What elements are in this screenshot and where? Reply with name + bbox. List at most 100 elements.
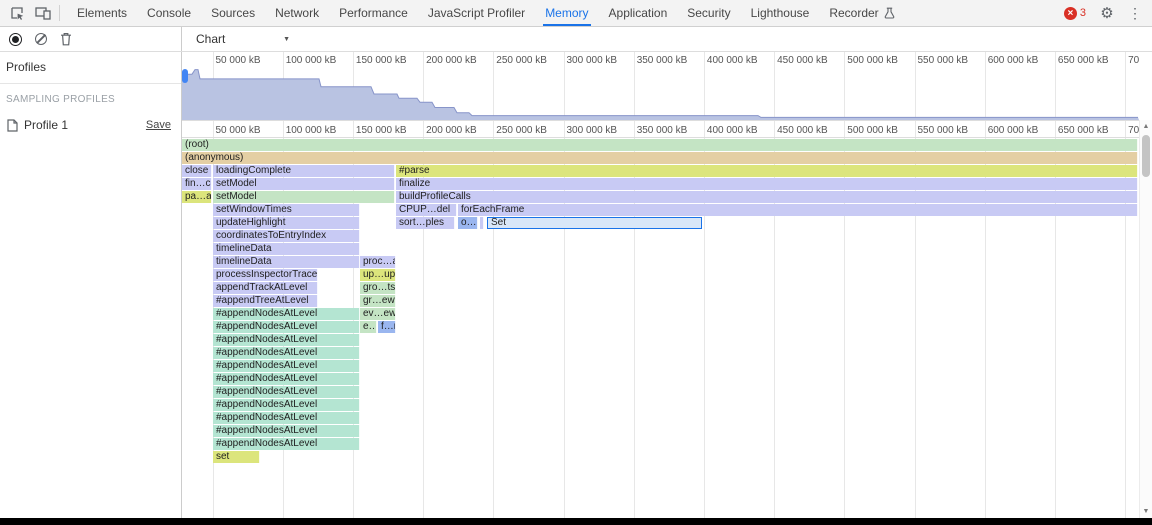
flame-frame[interactable]: sort…ples — [396, 217, 455, 229]
experiment-flask-icon — [884, 7, 895, 19]
ruler-label: 300 000 kB — [566, 55, 618, 66]
flame-frame[interactable]: fin…ce — [182, 178, 212, 190]
tab-recorder[interactable]: Recorder — [819, 0, 904, 26]
flame-frame[interactable]: #appendNodesAtLevel — [213, 360, 360, 372]
flame-frame[interactable]: timelineData — [213, 256, 360, 268]
tab-label: Performance — [339, 6, 408, 20]
tab-security[interactable]: Security — [677, 0, 740, 26]
flame-frame[interactable]: set — [213, 451, 260, 463]
flame-frame[interactable]: #appendNodesAtLevel — [213, 321, 360, 333]
flame-frame[interactable]: #appendNodesAtLevel — [213, 386, 360, 398]
tab-label: JavaScript Profiler — [427, 6, 526, 20]
flame-frame[interactable]: processInspectorTrace — [213, 269, 318, 281]
tab-console[interactable]: Console — [137, 0, 201, 26]
flame-frame[interactable]: e… — [360, 321, 377, 333]
tab-label: Lighthouse — [750, 6, 810, 20]
flame-frame[interactable]: #appendNodesAtLevel — [213, 399, 360, 411]
devtools-tabbar: Elements Console Sources Network Performance… — [0, 0, 1152, 27]
tab-memory[interactable]: Memory — [535, 0, 598, 26]
delete-profile-button[interactable] — [60, 28, 72, 50]
flame-frame[interactable]: ev…ew — [360, 308, 396, 320]
grid-line — [984, 52, 986, 518]
flame-frame[interactable]: timelineData — [213, 243, 360, 255]
flame-frame[interactable]: proc…ata — [360, 256, 396, 268]
tab-label: Application — [608, 6, 668, 20]
clear-profiles-button[interactable] — [35, 28, 47, 50]
range-handle-left[interactable] — [182, 69, 188, 83]
flame-chart-panel: 50 000 kB 100 000 kB 150 000 kB 200 000 kB 2… — [182, 52, 1139, 518]
flame-frame[interactable]: updateHighlight — [213, 217, 360, 229]
scroll-up-arrow[interactable]: ▲ — [1142, 123, 1150, 130]
flame-frame[interactable]: gr…ew — [360, 295, 396, 307]
flame-frame[interactable]: appendTrackAtLevel — [213, 282, 318, 294]
chart-view-select[interactable]: Chart ▼ — [190, 30, 296, 48]
memory-overview-chart[interactable] — [182, 68, 1139, 120]
overview-area-chart — [182, 69, 1139, 120]
flame-frame[interactable]: finalize — [396, 178, 1138, 190]
flame-frame[interactable]: loadingComplete — [213, 165, 395, 177]
tab-application[interactable]: Application — [599, 0, 678, 26]
clear-icon — [35, 33, 47, 45]
more-menu-icon[interactable]: ⋮ — [1128, 1, 1142, 25]
grid-line — [914, 52, 916, 518]
ruler-label: 700 000 kB — [1128, 125, 1139, 136]
flame-frame[interactable]: setWindowTimes — [213, 204, 360, 216]
profile-item[interactable]: Profile 1 Save — [0, 111, 181, 139]
divider — [59, 5, 60, 21]
flame-frame[interactable]: coordinatesToEntryIndex — [213, 230, 360, 242]
flame-frame[interactable] — [480, 217, 484, 229]
vertical-scrollbar[interactable]: ▲ ▼ — [1139, 120, 1152, 518]
flame-frame-selected[interactable]: Set — [487, 217, 702, 229]
flame-frame[interactable]: o…k — [458, 217, 478, 229]
flame-frame[interactable]: f…r — [378, 321, 396, 333]
inspect-element-icon[interactable] — [4, 1, 30, 25]
grid-line — [423, 52, 425, 518]
flame-frame[interactable]: gro…ts — [360, 282, 396, 294]
flame-frame[interactable]: #appendTreeAtLevel — [213, 295, 318, 307]
ruler-label: 500 000 kB — [847, 55, 898, 66]
flame-frame[interactable]: forEachFrame — [458, 204, 1138, 216]
tab-network[interactable]: Network — [265, 0, 329, 26]
flame-frame[interactable]: (anonymous) — [182, 152, 1138, 164]
tab-sources[interactable]: Sources — [201, 0, 265, 26]
grid-line — [844, 52, 846, 518]
settings-gear-icon[interactable]: ⚙ — [1094, 1, 1120, 25]
flame-frame[interactable]: close — [182, 165, 212, 177]
grid-line — [633, 52, 635, 518]
flame-frame[interactable]: setModel — [213, 191, 395, 203]
scroll-down-arrow[interactable]: ▼ — [1142, 508, 1150, 515]
tab-elements[interactable]: Elements — [67, 0, 137, 26]
ruler-label: 500 000 kB — [847, 125, 898, 136]
flame-frame[interactable]: pa…at — [182, 191, 212, 203]
ruler-label: 650 000 kB — [1057, 55, 1109, 66]
chart-view-value: Chart — [196, 32, 226, 46]
flame-frame[interactable]: buildProfileCalls — [396, 191, 1138, 203]
flame-frame[interactable]: up…up — [360, 269, 396, 281]
tab-lighthouse[interactable]: Lighthouse — [741, 0, 820, 26]
trash-icon — [61, 33, 71, 46]
ruler-label: 50 000 kB — [215, 55, 261, 66]
flame-frame[interactable]: #appendNodesAtLevel — [213, 425, 360, 437]
flame-frame[interactable]: #appendNodesAtLevel — [213, 334, 360, 346]
ruler-label: 600 000 kB — [987, 55, 1039, 66]
tab-performance[interactable]: Performance — [329, 0, 418, 26]
profile-document-icon — [7, 118, 18, 132]
tab-javascript-profiler[interactable]: JavaScript Profiler — [418, 0, 535, 26]
error-count: 3 — [1079, 7, 1086, 19]
flame-frame[interactable]: (root) — [182, 139, 1138, 151]
flame-frame[interactable]: CPUP…del — [396, 204, 457, 216]
error-badge[interactable]: × 3 — [1063, 6, 1086, 20]
scrollbar-thumb[interactable] — [1142, 135, 1150, 177]
device-toolbar-icon[interactable] — [30, 1, 56, 25]
grid-line — [563, 52, 565, 518]
flame-frame[interactable]: #appendNodesAtLevel — [213, 308, 360, 320]
flame-frame[interactable]: #appendNodesAtLevel — [213, 347, 360, 359]
flame-frame[interactable]: #appendNodesAtLevel — [213, 412, 360, 424]
flame-frame[interactable]: #parse — [396, 165, 1138, 177]
record-profile-button[interactable] — [9, 28, 22, 50]
save-profile-link[interactable]: Save — [145, 119, 171, 131]
flame-frame[interactable]: #appendNodesAtLevel — [213, 373, 360, 385]
flame-frame[interactable]: #appendNodesAtLevel — [213, 438, 360, 450]
ruler-label: 200 000 kB — [426, 55, 477, 66]
flame-frame[interactable]: setModel — [213, 178, 395, 190]
